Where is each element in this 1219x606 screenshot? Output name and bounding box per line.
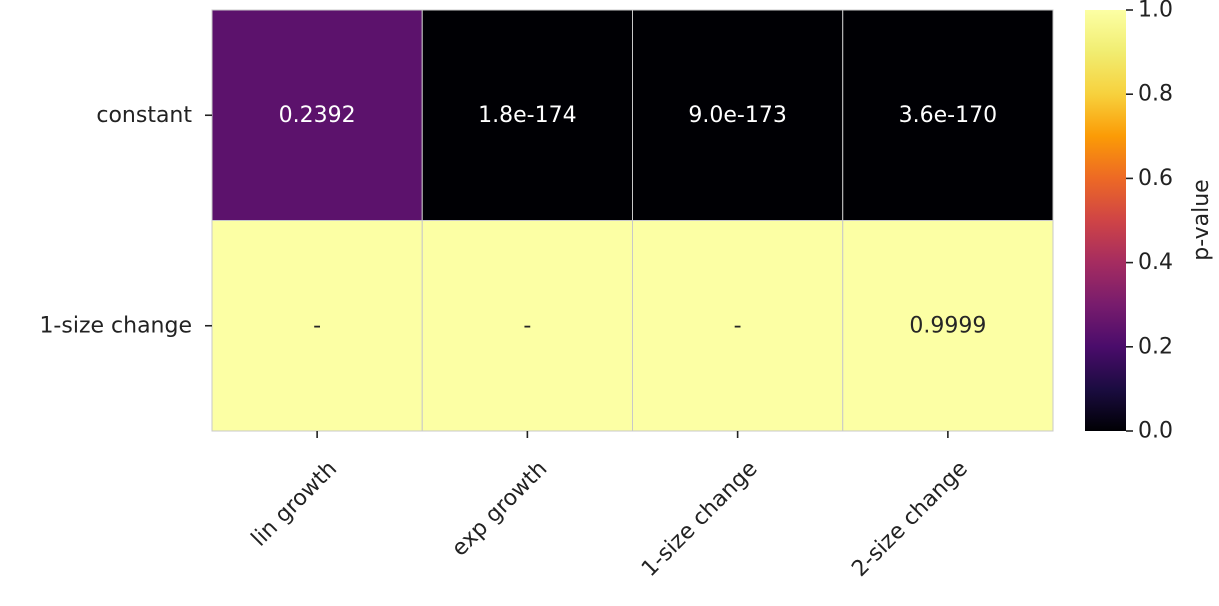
cell-label: 1.8e-174 [478,103,576,128]
cell-label: - [734,313,742,338]
colorbar [1085,10,1126,431]
cell-label: - [523,313,531,338]
heatmap-cell [842,9,1054,221]
colorbar-tick-label: 0.0 [1138,419,1173,444]
heatmap-cell [421,9,633,221]
x-tick-label: exp growth [447,456,552,561]
colorbar-tick-label: 0.4 [1138,250,1173,275]
heatmap-cell [211,220,423,432]
y-tick-label: 1-size change [39,313,192,338]
y-tick-label: constant [96,103,192,128]
x-tick-label: 2-size change [847,456,973,582]
colorbar-gradient [1085,10,1126,431]
heatmap-cell-labels: 0.2392 1.8e-174 9.0e-173 3.6e-170 - - - 0.9999 [279,103,997,339]
heatmap-cell [632,220,844,432]
cell-label: - [313,313,321,338]
x-axis: lin growth exp growth 1-size change 2-size … [247,431,973,582]
colorbar-tick-label: 0.8 [1138,82,1173,107]
x-tick-label: 1-size change [637,456,763,582]
heatmap-cell [421,220,633,432]
heatmap-cell [211,9,423,221]
x-tick-label: lin growth [247,456,342,551]
heatmap-cells [211,9,1054,432]
colorbar-tick-label: 0.6 [1138,166,1173,191]
colorbar-tick-label: 0.2 [1138,334,1173,359]
cell-label: 0.2392 [279,103,356,128]
cell-label: 9.0e-173 [688,103,786,128]
cell-label: 3.6e-170 [899,103,997,128]
colorbar-label: p-value [1189,179,1214,260]
colorbar-axis: 0.0 0.2 0.4 0.6 0.8 1.0 [1126,0,1173,444]
y-axis: constant 1-size change [39,103,212,338]
heatmap-cell [842,220,1054,432]
colorbar-tick-label: 1.0 [1138,0,1173,23]
heatmap-cell [632,9,844,221]
cell-label: 0.9999 [909,313,986,338]
